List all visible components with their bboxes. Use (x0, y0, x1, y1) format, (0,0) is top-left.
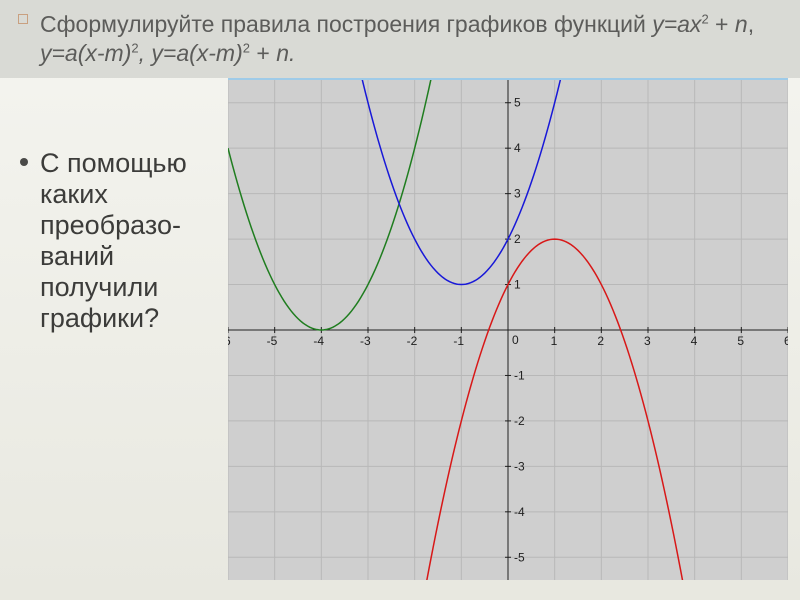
slide-title: Сформулируйте правила построения графико… (40, 10, 770, 68)
title-block: Сформулируйте правила построения графико… (0, 0, 800, 78)
svg-text:-3: -3 (514, 459, 525, 473)
axes (228, 80, 788, 580)
svg-text:1: 1 (514, 277, 521, 291)
svg-text:2: 2 (514, 232, 521, 246)
svg-text:3: 3 (514, 186, 521, 200)
slide: Сформулируйте правила построения графико… (0, 0, 800, 600)
svg-text:-1: -1 (453, 334, 464, 348)
svg-text:4: 4 (514, 141, 521, 155)
title-marker-icon (18, 14, 28, 24)
svg-text:-5: -5 (267, 334, 278, 348)
svg-text:-4: -4 (313, 334, 324, 348)
svg-text:0: 0 (512, 333, 519, 347)
svg-text:1: 1 (551, 334, 558, 348)
bullet-item: С помощью каких преобразо-ваний получили… (22, 148, 202, 334)
svg-text:-3: -3 (360, 334, 371, 348)
svg-text:3: 3 (644, 334, 651, 348)
chart-svg: -6 -5 -4 -3 -2 -1 0 1 2 3 4 5 6 -5 -4 -3 -2 -1 1 2 3 4 5 (228, 80, 788, 580)
svg-text:-4: -4 (514, 504, 525, 518)
svg-text:6: 6 (784, 334, 788, 348)
bullet-text: С помощью каких преобразо-ваний получили… (40, 148, 202, 334)
svg-text:-6: -6 (228, 334, 231, 348)
svg-text:-5: -5 (514, 550, 525, 564)
bullet-dot-icon (20, 158, 28, 166)
svg-text:2: 2 (597, 334, 604, 348)
svg-text:-1: -1 (514, 368, 525, 382)
parabola-chart: -6 -5 -4 -3 -2 -1 0 1 2 3 4 5 6 -5 -4 -3 -2 -1 1 2 3 4 5 (228, 78, 788, 580)
svg-text:5: 5 (514, 95, 521, 109)
svg-text:5: 5 (737, 334, 744, 348)
svg-text:4: 4 (691, 334, 698, 348)
svg-text:-2: -2 (407, 334, 418, 348)
svg-text:-2: -2 (514, 413, 525, 427)
body-area: С помощью каких преобразо-ваний получили… (0, 78, 800, 588)
